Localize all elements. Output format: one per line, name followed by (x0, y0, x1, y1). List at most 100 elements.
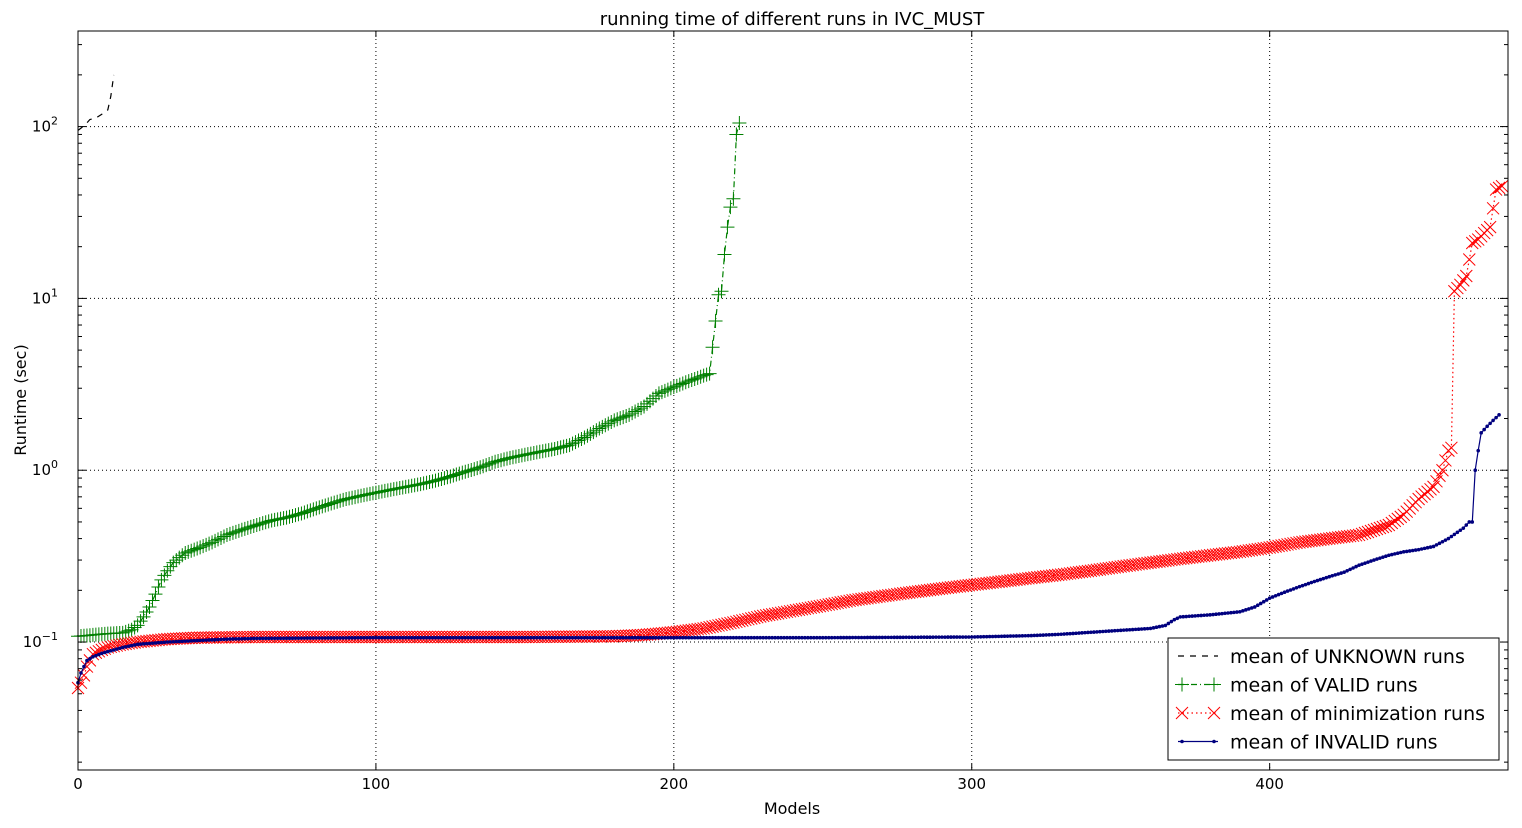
series-marker (270, 512, 285, 527)
series-marker (323, 636, 328, 640)
series-marker (228, 524, 243, 539)
series-marker (916, 635, 920, 640)
series-marker (326, 636, 331, 640)
series-marker (663, 635, 667, 640)
series-marker (826, 635, 831, 640)
series-marker (1038, 633, 1043, 638)
series-marker (559, 438, 574, 453)
series-marker (535, 444, 550, 459)
series-marker (464, 462, 479, 477)
series-marker (406, 635, 411, 640)
series-marker (1395, 551, 1400, 555)
series-marker (543, 635, 548, 640)
series-marker (214, 530, 228, 545)
y-tick-label: 101 (32, 286, 58, 307)
series-marker (359, 487, 374, 502)
series-marker (1102, 561, 1116, 575)
series-marker (74, 676, 88, 690)
series-marker (731, 635, 736, 640)
series-marker (812, 635, 816, 640)
series-marker (508, 449, 523, 464)
series-marker (636, 635, 640, 640)
x-tick-label: 300 (957, 775, 986, 793)
series-marker (383, 482, 398, 497)
series-marker (249, 517, 264, 532)
series-marker (1401, 550, 1406, 554)
series-marker (339, 492, 354, 506)
series-marker (145, 593, 160, 608)
series-marker (336, 492, 351, 507)
series-marker (1315, 578, 1320, 583)
series-marker (1238, 609, 1242, 614)
series-marker (573, 635, 578, 640)
series-marker (643, 394, 657, 409)
series-marker (723, 200, 738, 215)
series-marker (1077, 631, 1081, 635)
series-marker (1491, 418, 1495, 423)
series-marker (482, 456, 497, 471)
series-marker (430, 635, 435, 640)
series-marker (1266, 540, 1280, 554)
series-marker (413, 477, 428, 492)
series-marker (886, 635, 891, 640)
series-marker (1483, 220, 1497, 234)
series-marker (934, 635, 938, 639)
series-marker (1109, 629, 1114, 633)
series-marker (526, 635, 530, 640)
series-marker (1056, 632, 1060, 637)
series-marker (765, 607, 779, 621)
series-marker (743, 635, 748, 640)
series-line (77, 122, 740, 637)
series-marker (1157, 624, 1162, 629)
series-marker (714, 284, 729, 299)
series-marker (783, 604, 797, 618)
series-marker (955, 635, 959, 639)
series-marker (183, 639, 188, 643)
series-marker (231, 637, 235, 641)
series-marker (1488, 421, 1492, 426)
series-marker (222, 526, 237, 541)
series-marker (481, 635, 485, 640)
series-marker (541, 443, 556, 458)
series-marker (744, 612, 758, 625)
series-marker (395, 480, 410, 495)
series-marker (1002, 634, 1007, 639)
series-marker (529, 635, 533, 640)
series-marker (853, 635, 858, 640)
series-marker (847, 635, 852, 640)
series-marker (514, 635, 518, 640)
series-marker (348, 490, 363, 505)
series-marker (324, 496, 339, 511)
series-marker (1175, 616, 1180, 621)
series-marker (205, 631, 219, 644)
series-marker (613, 411, 628, 426)
series-marker (597, 635, 602, 640)
series-marker (705, 340, 720, 355)
series-marker (1372, 558, 1376, 562)
series-marker (829, 635, 834, 640)
series-marker (922, 635, 926, 640)
series-marker (1199, 613, 1203, 618)
series-marker (391, 635, 396, 640)
series-marker (958, 635, 962, 639)
series-marker (627, 635, 631, 640)
series-marker (1378, 556, 1382, 560)
series-marker (1124, 628, 1129, 632)
series-marker (598, 418, 613, 433)
series-marker (1458, 528, 1463, 533)
series-marker (1482, 427, 1486, 432)
series-marker (1375, 557, 1379, 561)
series-marker (357, 488, 371, 503)
series-marker (356, 635, 360, 640)
y-tick-label: 100 (32, 458, 58, 479)
series-marker (672, 635, 676, 640)
series-marker (660, 635, 664, 640)
series-marker (1220, 611, 1224, 616)
series-marker (1089, 630, 1093, 635)
series-marker (269, 636, 274, 641)
series-marker (990, 634, 995, 639)
series-marker (80, 660, 94, 673)
series-marker (114, 647, 119, 651)
series-marker (493, 635, 497, 640)
series-marker (118, 624, 133, 639)
